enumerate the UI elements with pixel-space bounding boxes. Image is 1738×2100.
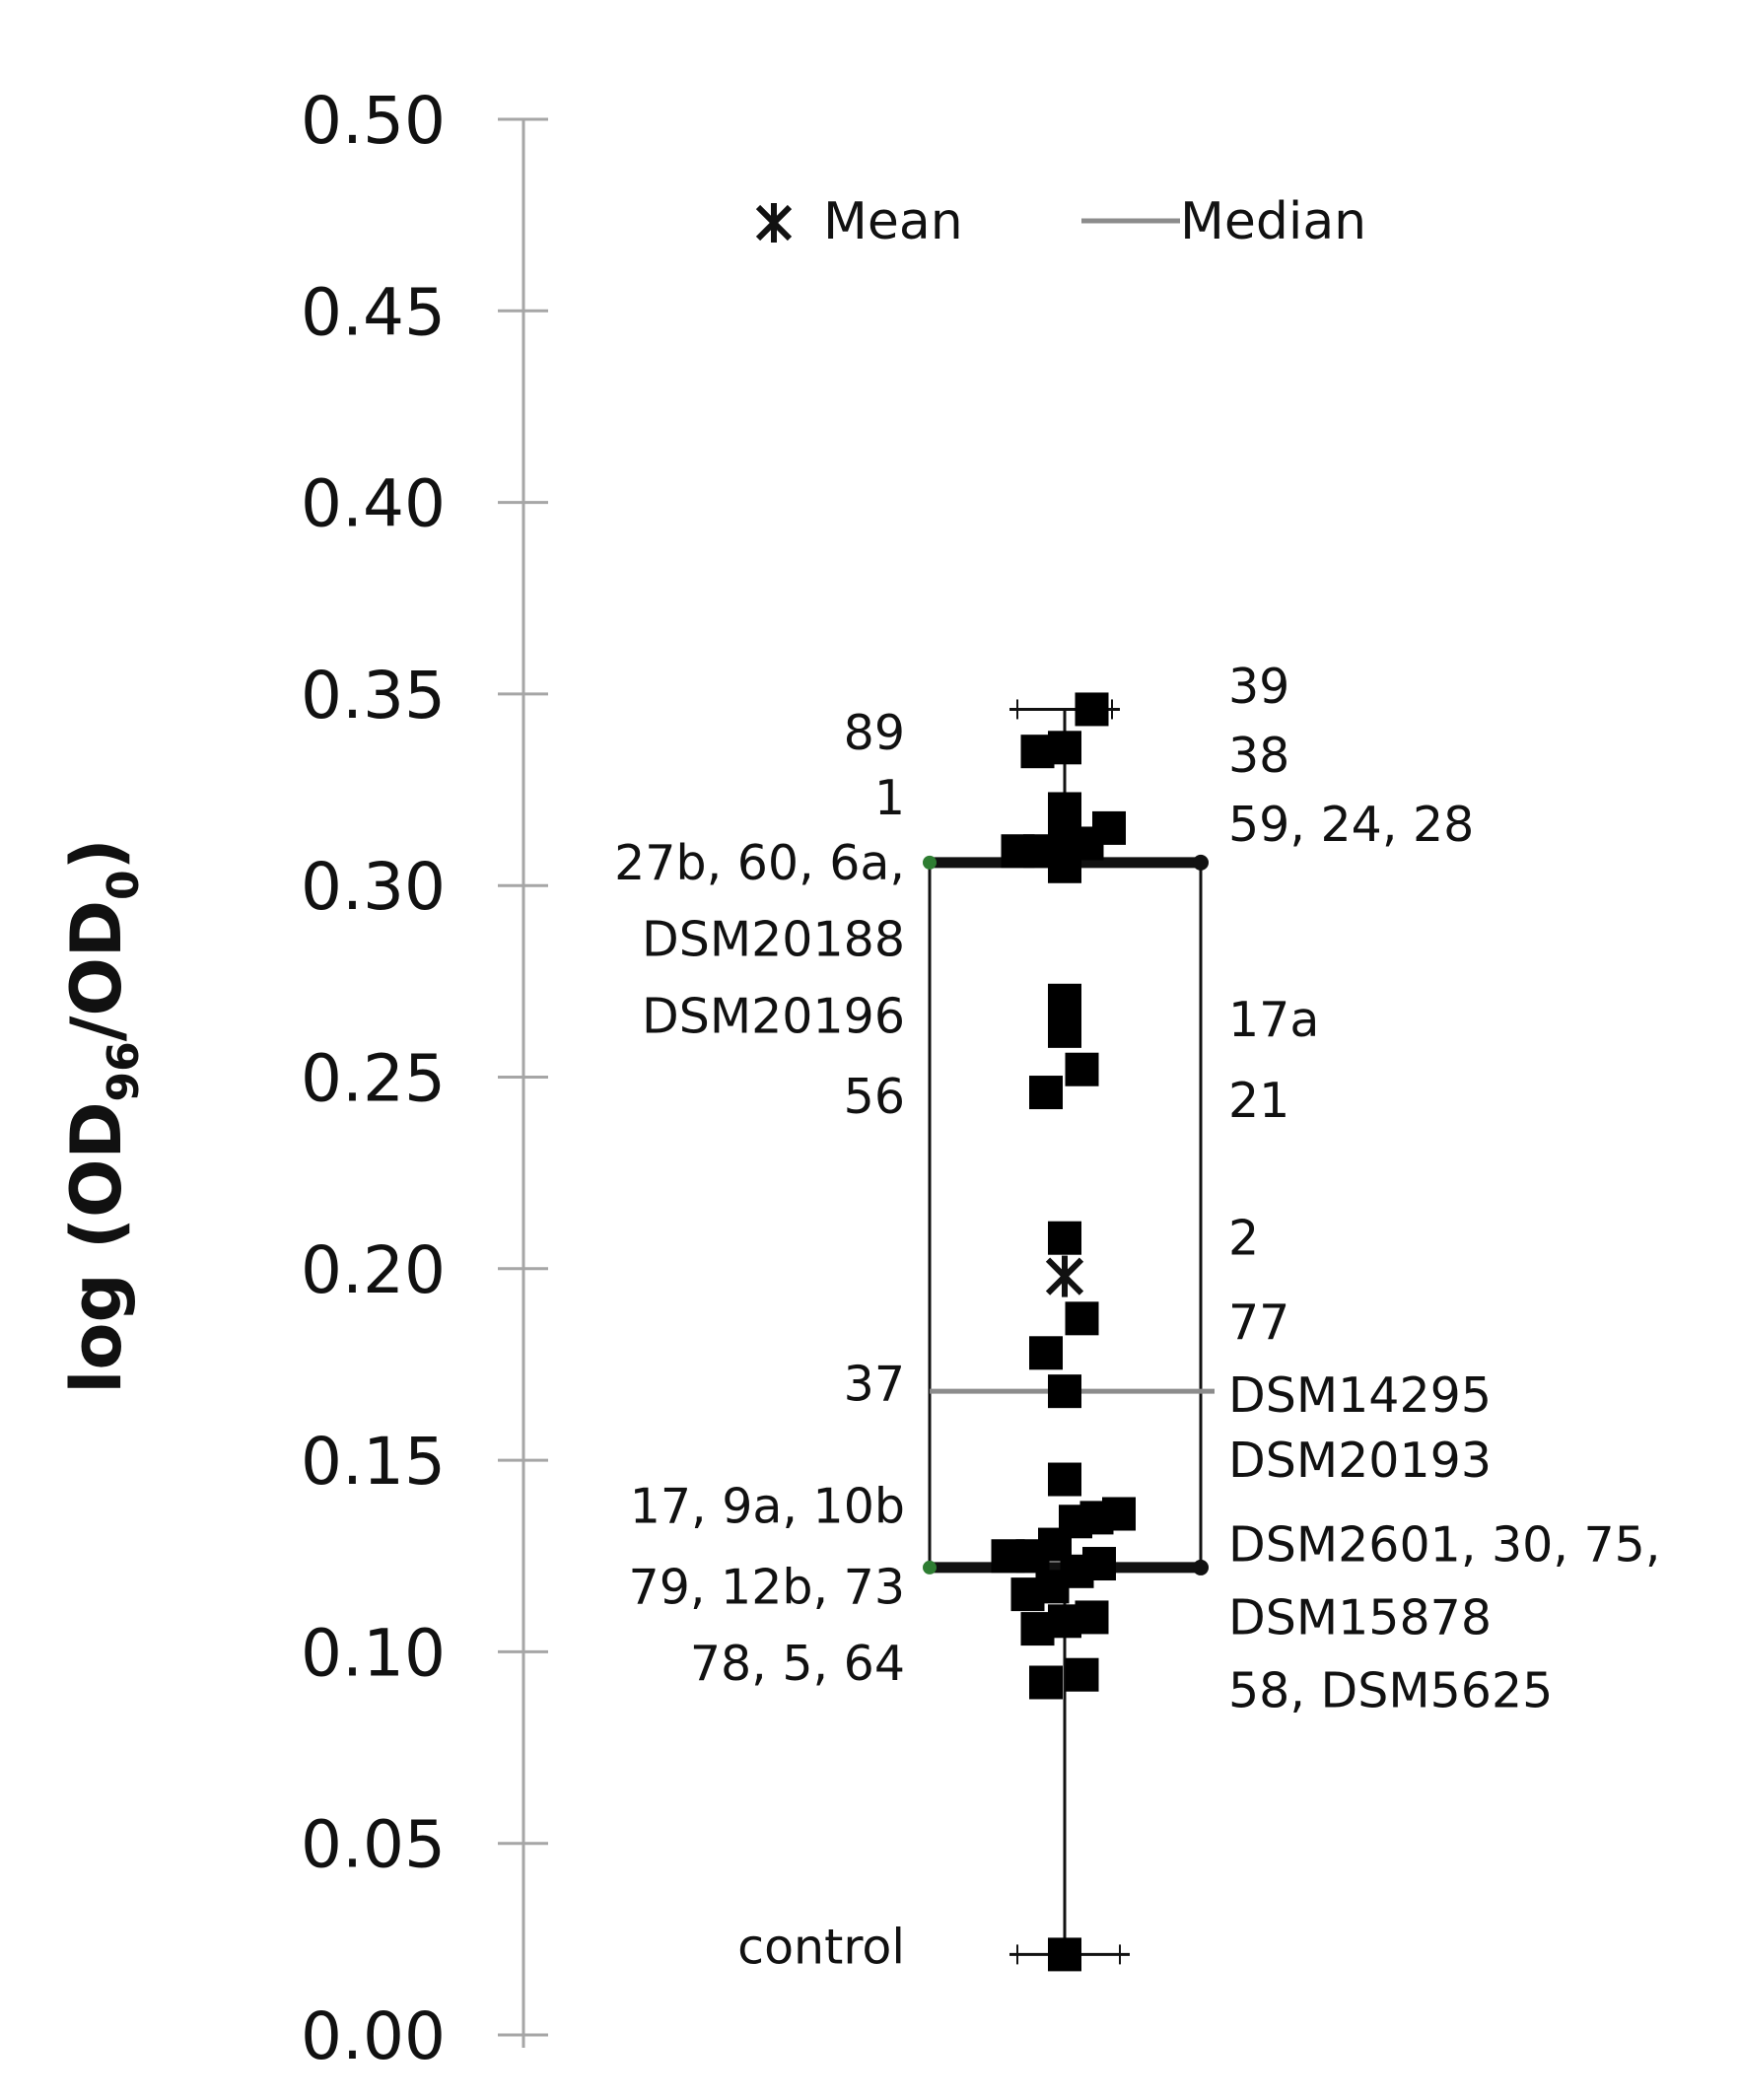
legend-mean-label: Mean: [823, 192, 963, 251]
y-tick-label: 0.10: [301, 1615, 446, 1691]
annotation-left: 1: [874, 770, 905, 826]
y-tick-label: 0.35: [301, 658, 446, 734]
annotation-right: 59, 24, 28: [1228, 797, 1474, 853]
annotation-left: DSM20196: [642, 988, 905, 1044]
q3-right-marker: [1193, 854, 1209, 871]
data-point: [1048, 1937, 1081, 1972]
annotation-left: 79, 12b, 73: [629, 1559, 905, 1615]
point-annotations: 89 1 27b, 60, 6a, DSM20188 DSM20196 56 37 17, 9…: [614, 659, 1660, 1975]
annotation-right: 58, DSM5625: [1228, 1662, 1553, 1718]
data-point: [1035, 1570, 1070, 1604]
data-point: [1048, 1374, 1081, 1409]
data-point: [1029, 1336, 1063, 1370]
data-point: [1029, 1665, 1063, 1700]
data-point: [1065, 1657, 1099, 1692]
y-tick-label: 0.15: [301, 1424, 446, 1500]
annotation-right: 77: [1228, 1295, 1289, 1351]
data-point: [1075, 1600, 1109, 1635]
data-point: [1048, 849, 1081, 883]
y-tick-label: 0.00: [301, 1998, 446, 2074]
iqr-box: [928, 861, 1203, 1570]
data-point: [1048, 1221, 1081, 1255]
data-point: [1102, 1497, 1136, 1531]
data-point: [1065, 1301, 1099, 1336]
legend-mean-marker: [755, 203, 793, 243]
y-axis-title: log (OD96/OD0): [56, 838, 149, 1393]
data-point: [1048, 1462, 1081, 1497]
legend-median-label: Median: [1180, 192, 1366, 251]
data-point: [1048, 731, 1081, 765]
data-point: [1075, 692, 1109, 727]
annotation-left: 78, 5, 64: [690, 1636, 905, 1692]
y-tick-label: 0.45: [301, 274, 446, 350]
annotation-left: DSM20188: [642, 912, 905, 968]
y-tick-label: 0.05: [301, 1807, 446, 1883]
annotation-right: DSM2601, 30, 75,: [1228, 1517, 1660, 1574]
mean-marker: [1045, 1255, 1084, 1297]
annotation-left: 27b, 60, 6a,: [614, 835, 905, 891]
annotation-right: 17a: [1228, 992, 1319, 1048]
data-point: [1065, 1052, 1099, 1086]
q1-right-marker: [1193, 1559, 1209, 1575]
q1-left-marker: [923, 1560, 937, 1575]
y-tick-label: 0.20: [301, 1232, 446, 1308]
annotation-left: 56: [844, 1069, 905, 1125]
q3-left-marker: [923, 855, 937, 870]
annotation-left: 17, 9a, 10b: [630, 1479, 905, 1535]
legend: Mean Median: [755, 192, 1366, 251]
annotation-right: DSM14295: [1228, 1367, 1492, 1424]
y-tick-label: 0.25: [301, 1041, 446, 1117]
data-points: [991, 692, 1136, 1972]
data-point: [1048, 1014, 1081, 1048]
annotation-right: DSM20193: [1228, 1433, 1492, 1489]
data-point: [1029, 1076, 1063, 1110]
annotation-right: 38: [1228, 728, 1289, 784]
annotation-right: 21: [1228, 1073, 1289, 1129]
annotation-right: DSM15878: [1228, 1589, 1492, 1645]
annotation-left: 89: [844, 705, 905, 761]
annotation-left: control: [737, 1920, 905, 1976]
annotation-right: 2: [1228, 1211, 1259, 1267]
y-tick-label: 0.50: [301, 83, 446, 159]
annotation-left: 37: [844, 1356, 905, 1412]
data-point: [1048, 792, 1081, 826]
y-tick-label: 0.30: [301, 849, 446, 925]
y-axis: 0.00 0.05 0.10 0.15 0.20 0.25 0.30 0.35 0.40 0.45…: [301, 83, 548, 2074]
annotation-right: 39: [1228, 659, 1289, 715]
data-point: [1082, 1547, 1116, 1581]
y-tick-label: 0.40: [301, 466, 446, 542]
